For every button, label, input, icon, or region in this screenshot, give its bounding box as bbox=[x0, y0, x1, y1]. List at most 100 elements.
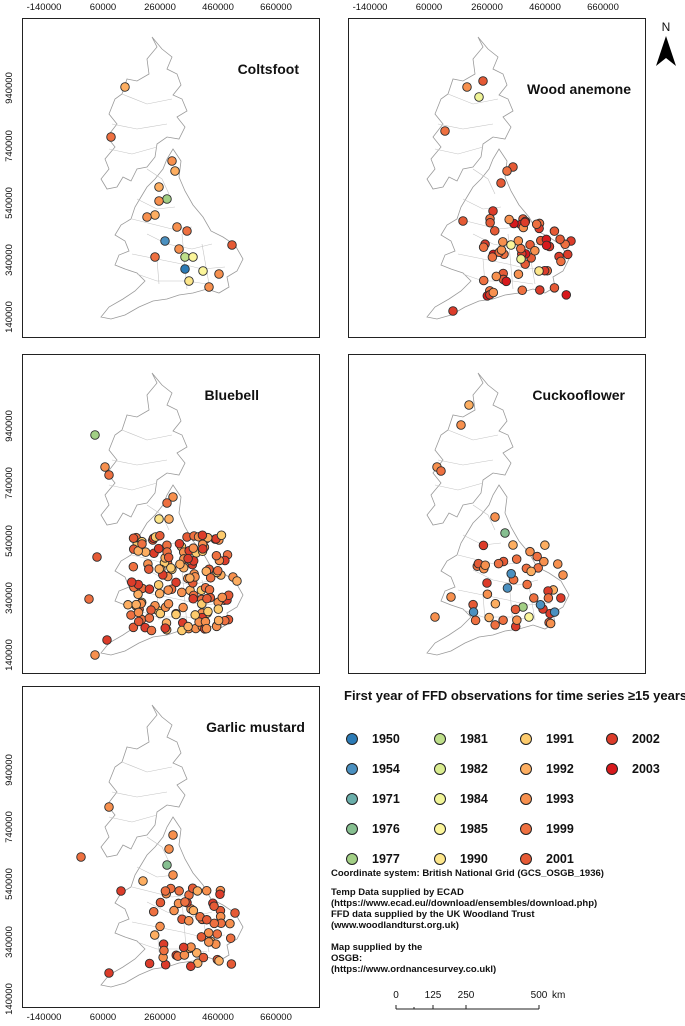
region-boundary bbox=[111, 459, 168, 466]
site-marker bbox=[179, 950, 190, 960]
site-marker bbox=[490, 226, 500, 236]
legend-swatch bbox=[434, 823, 446, 835]
legend-swatch bbox=[434, 733, 446, 745]
site-marker bbox=[182, 226, 192, 236]
site-marker bbox=[186, 961, 196, 972]
legend-label: 2002 bbox=[632, 732, 660, 746]
site-marker bbox=[511, 554, 522, 564]
site-marker bbox=[169, 905, 179, 916]
legend-item: 1981 bbox=[434, 731, 488, 747]
site-marker bbox=[174, 886, 184, 896]
site-marker bbox=[525, 546, 535, 557]
site-marker bbox=[480, 560, 490, 571]
region-boundary bbox=[121, 761, 173, 773]
site-marker bbox=[541, 240, 552, 251]
legend-swatch bbox=[346, 853, 358, 865]
site-marker bbox=[556, 256, 566, 267]
legend-swatch bbox=[346, 763, 358, 775]
site-marker bbox=[155, 608, 166, 619]
site-marker bbox=[501, 276, 512, 287]
legend-swatch bbox=[434, 793, 446, 805]
region-boundary bbox=[472, 168, 496, 195]
legend-label: 1982 bbox=[460, 762, 488, 776]
site-marker bbox=[148, 906, 159, 917]
legend-swatch bbox=[346, 733, 358, 745]
region-boundary bbox=[201, 243, 210, 285]
region-boundary bbox=[136, 198, 176, 210]
site-marker bbox=[531, 219, 542, 230]
site-marker bbox=[456, 420, 466, 430]
scale-label: 0 bbox=[393, 990, 399, 1001]
site-marker bbox=[203, 928, 214, 938]
legend-label: 1976 bbox=[372, 822, 400, 836]
coordinate-system-note: Coordinate system: British National Grid… bbox=[331, 868, 604, 879]
site-marker bbox=[516, 254, 526, 264]
site-marker bbox=[188, 252, 198, 262]
scale-unit: km bbox=[552, 990, 566, 1001]
site-marker bbox=[188, 543, 199, 553]
site-marker bbox=[171, 577, 181, 588]
site-marker bbox=[166, 563, 176, 573]
x-tick: 260000 bbox=[144, 2, 176, 13]
site-marker bbox=[487, 252, 498, 262]
site-marker bbox=[474, 92, 484, 102]
site-marker bbox=[184, 916, 194, 926]
legend-swatch bbox=[606, 733, 618, 745]
legend-item: 1993 bbox=[520, 791, 574, 807]
site-marker bbox=[534, 266, 544, 276]
site-marker bbox=[144, 613, 155, 623]
legend-item: 1971 bbox=[346, 791, 400, 807]
site-marker bbox=[202, 915, 212, 925]
panel-title: Bluebell bbox=[204, 387, 259, 403]
site-marker bbox=[146, 605, 156, 615]
site-marker bbox=[213, 566, 223, 576]
legend-item: 2003 bbox=[606, 761, 660, 777]
site-marker bbox=[128, 622, 139, 633]
site-marker bbox=[446, 592, 456, 602]
legend-label: 1950 bbox=[372, 732, 400, 746]
site-marker bbox=[168, 870, 178, 880]
y-tick: 540000 bbox=[4, 187, 15, 219]
site-marker bbox=[496, 178, 506, 188]
legend-label: 1954 bbox=[372, 762, 400, 776]
temp-data-credit: Temp Data supplied by ECAD (https://www.… bbox=[331, 887, 597, 931]
site-marker bbox=[172, 222, 182, 232]
legend-label: 1977 bbox=[372, 852, 400, 866]
y-tick: 740000 bbox=[4, 130, 15, 162]
site-marker bbox=[153, 543, 164, 554]
site-marker bbox=[520, 217, 530, 228]
panel-title: Cuckooflower bbox=[532, 387, 625, 403]
site-marker bbox=[175, 559, 185, 569]
map-panel-coltsfoot: Coltsfoot bbox=[22, 18, 320, 338]
region-boundary bbox=[108, 146, 158, 155]
site-marker bbox=[204, 937, 214, 947]
legend-label: 2001 bbox=[546, 852, 574, 866]
site-marker bbox=[512, 615, 522, 625]
site-marker bbox=[230, 908, 240, 918]
north-label: N bbox=[661, 20, 671, 34]
x-tick: 60000 bbox=[89, 2, 117, 13]
region-boundary bbox=[434, 146, 484, 155]
legend-label: 2003 bbox=[632, 762, 660, 776]
site-marker bbox=[190, 610, 200, 620]
region-boundary bbox=[447, 429, 499, 441]
x-tick: 460000 bbox=[529, 2, 561, 13]
site-marker bbox=[436, 466, 446, 476]
site-marker bbox=[213, 604, 224, 614]
site-marker bbox=[154, 564, 164, 574]
site-marker bbox=[183, 621, 193, 632]
site-marker bbox=[198, 266, 208, 276]
legend-swatch bbox=[434, 763, 446, 775]
site-marker bbox=[153, 580, 164, 590]
map-panel-bluebell: Bluebell bbox=[22, 354, 320, 674]
site-marker bbox=[146, 625, 157, 636]
site-marker bbox=[104, 470, 114, 480]
site-marker bbox=[530, 245, 540, 256]
scale-line bbox=[395, 1005, 540, 1010]
x-tick: 660000 bbox=[260, 2, 292, 13]
site-marker bbox=[500, 528, 510, 538]
credit-line: Temp Data supplied by ECAD bbox=[331, 887, 464, 898]
legend-swatch bbox=[346, 823, 358, 835]
x-tick: 260000 bbox=[144, 1012, 176, 1023]
uk-map bbox=[84, 372, 244, 660]
